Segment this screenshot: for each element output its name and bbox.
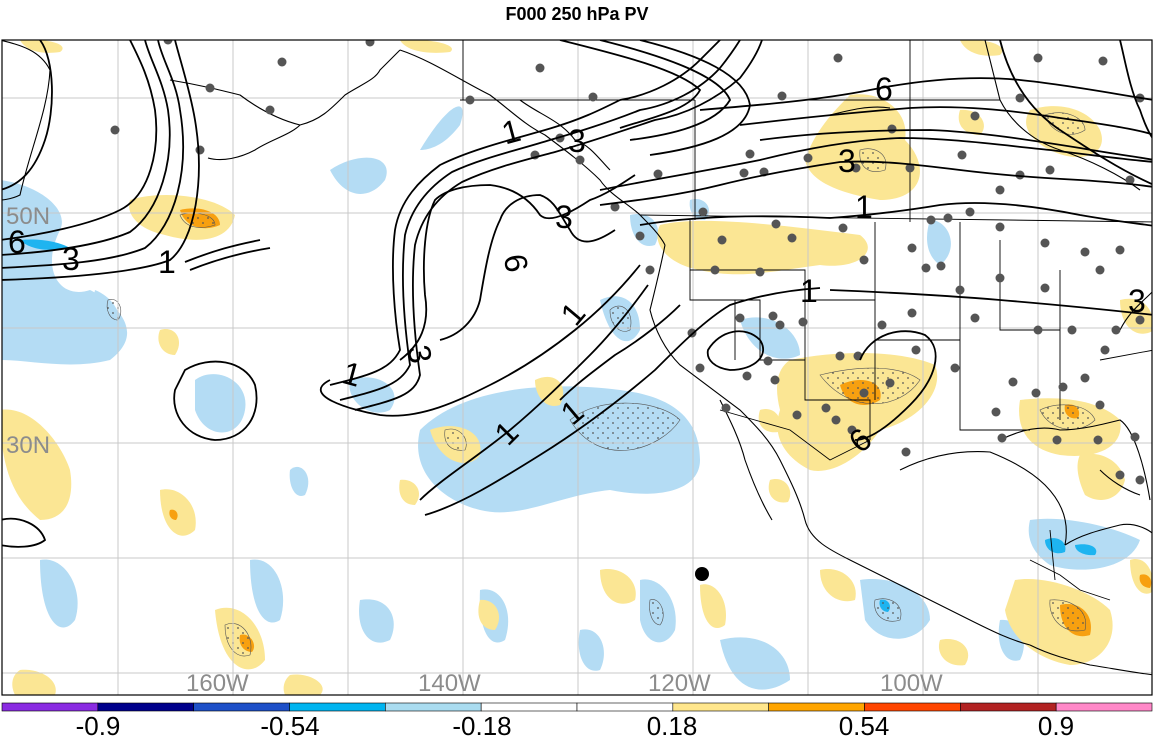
colorbar-swatch	[864, 702, 961, 712]
colorbar-swatch	[480, 702, 578, 712]
colorbar-tick-label: 0.9	[1037, 711, 1075, 741]
colorbar-swatch	[97, 702, 194, 712]
colorbar-swatch	[1055, 702, 1153, 712]
colorbar-tick-label: 0.54	[838, 711, 890, 741]
colorbar-swatch	[289, 702, 386, 712]
colorbar-swatch	[768, 702, 865, 712]
colorbar-swatch	[672, 702, 769, 712]
contour-label: 3	[568, 123, 586, 159]
lon-label: 100W	[880, 670, 943, 697]
pv-contours	[2, 40, 1152, 548]
contour-label: 3	[1128, 283, 1146, 319]
map-title: F000 250 hPa PV	[505, 4, 649, 24]
contour-label: 1	[158, 244, 176, 280]
colorbar	[1, 702, 1153, 712]
contour-label: 3	[838, 143, 856, 179]
contour-label: 1	[553, 295, 592, 332]
colorbar-swatch	[385, 702, 482, 712]
colorbar-tick-label: -0.18	[452, 711, 512, 741]
contour-label: 3	[62, 241, 80, 277]
contour-label: 3	[555, 199, 573, 235]
marker-point	[695, 567, 709, 581]
lat-label: 30N	[6, 432, 50, 459]
contour-label: 6	[497, 251, 536, 275]
coastlines	[2, 40, 1152, 676]
colorbar-tick-label: 0.18	[646, 711, 698, 741]
contour-label: 1	[800, 273, 818, 309]
colorbar-swatch	[193, 702, 290, 712]
lon-label: 140W	[418, 670, 481, 697]
contour-label: 6	[875, 71, 893, 107]
lat-label: 50N	[6, 203, 50, 230]
colorbar-swatch	[960, 702, 1057, 712]
map-frame	[1, 39, 1153, 696]
station-markers	[110, 40, 1145, 485]
lon-label: 160W	[186, 670, 249, 697]
colorbar-swatch	[1, 702, 99, 712]
contour-label: 6	[8, 224, 26, 260]
colorbar-tick-label: -0.9	[75, 711, 121, 741]
lon-label: 120W	[648, 670, 711, 697]
contour-label: 1	[855, 189, 873, 225]
colorbar-tick-label: -0.54	[260, 711, 320, 741]
contour-label: 3	[401, 342, 440, 366]
contour-label: 1	[498, 112, 525, 151]
colorbar-swatch	[576, 702, 674, 712]
